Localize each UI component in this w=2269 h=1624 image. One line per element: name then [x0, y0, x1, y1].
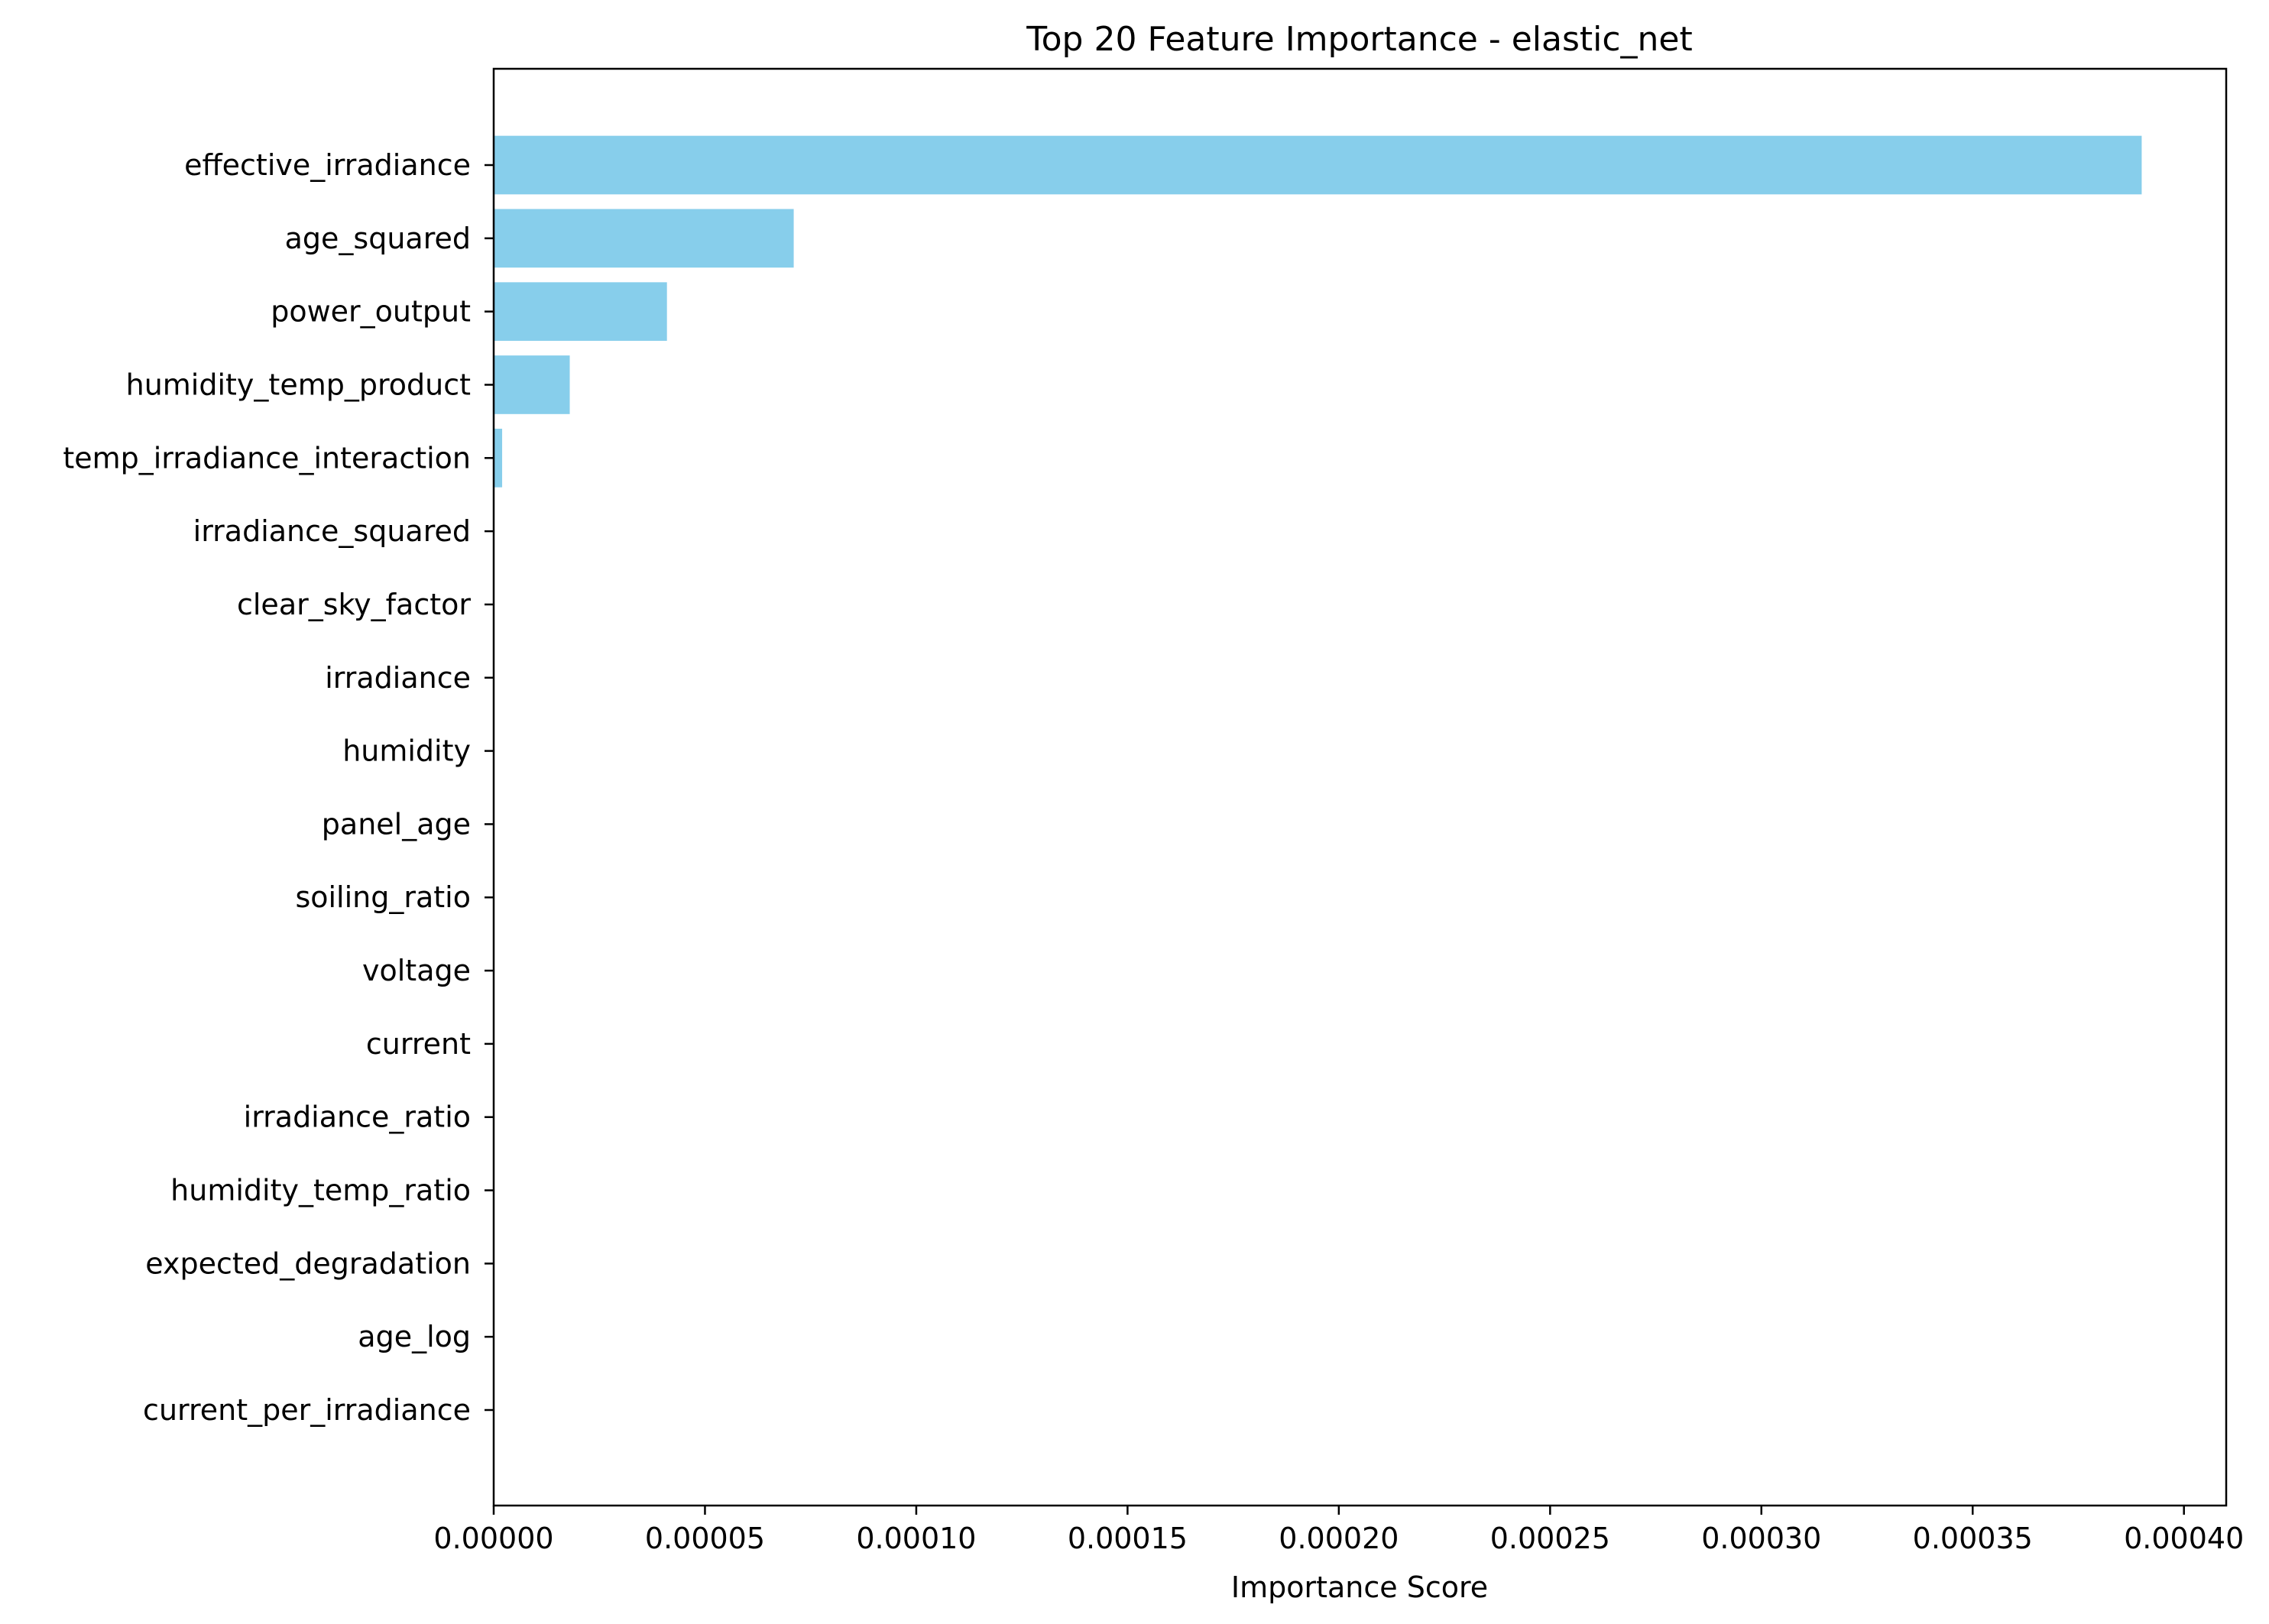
y-tick-label: irradiance_ratio	[244, 1100, 471, 1134]
y-tick-label: current	[366, 1027, 471, 1061]
bar-power_output	[494, 282, 667, 341]
x-tick-label: 0.00030	[1701, 1522, 1821, 1555]
y-tick-label: voltage	[362, 954, 471, 987]
y-tick-label: soiling_ratio	[295, 880, 471, 914]
y-tick-label: temp_irradiance_interaction	[63, 441, 471, 475]
y-tick-label: age_squared	[285, 222, 471, 255]
y-tick-label: effective_irradiance	[184, 148, 471, 182]
x-tick-label: 0.00025	[1490, 1522, 1610, 1555]
chart-title: Top 20 Feature Importance - elastic_net	[1026, 20, 1693, 59]
bar-age_squared	[494, 209, 794, 268]
x-tick-label: 0.00015	[1068, 1522, 1188, 1555]
y-tick-label: current_per_irradiance	[143, 1393, 471, 1427]
plot-area-frame	[492, 67, 2228, 1507]
y-tick-label: humidity_temp_ratio	[170, 1174, 471, 1207]
x-tick-label: 0.00010	[856, 1522, 976, 1555]
y-tick-label: age_log	[358, 1320, 471, 1353]
x-axis-ticks: 0.00000 0.00005 0.00010 0.00015 0.00020 0.000…	[433, 1506, 2244, 1555]
x-axis-label: Importance Score	[1231, 1571, 1488, 1604]
x-tick-label: 0.00040	[2124, 1522, 2244, 1555]
bar-temp_irradiance_interaction	[494, 428, 503, 488]
x-tick-label: 0.00035	[1913, 1522, 2033, 1555]
y-axis-ticks: effective_irradiance age_squared power_out…	[63, 148, 494, 1427]
y-tick-label: irradiance_squared	[193, 514, 471, 548]
y-tick-label: clear_sky_factor	[237, 588, 471, 621]
y-tick-label: panel_age	[322, 807, 471, 841]
y-tick-label: irradiance	[325, 661, 471, 695]
bars-group	[494, 135, 2142, 488]
x-tick-label: 0.00000	[433, 1522, 553, 1555]
bar-effective_irradiance	[494, 135, 2142, 195]
y-tick-label: humidity_temp_product	[126, 368, 471, 401]
y-tick-label: humidity	[342, 734, 471, 768]
y-tick-label: expected_degradation	[145, 1246, 471, 1280]
bar-humidity_temp_product	[494, 355, 570, 414]
x-tick-label: 0.00005	[645, 1522, 765, 1555]
y-tick-label: power_output	[271, 295, 471, 329]
x-tick-label: 0.00020	[1279, 1522, 1399, 1555]
